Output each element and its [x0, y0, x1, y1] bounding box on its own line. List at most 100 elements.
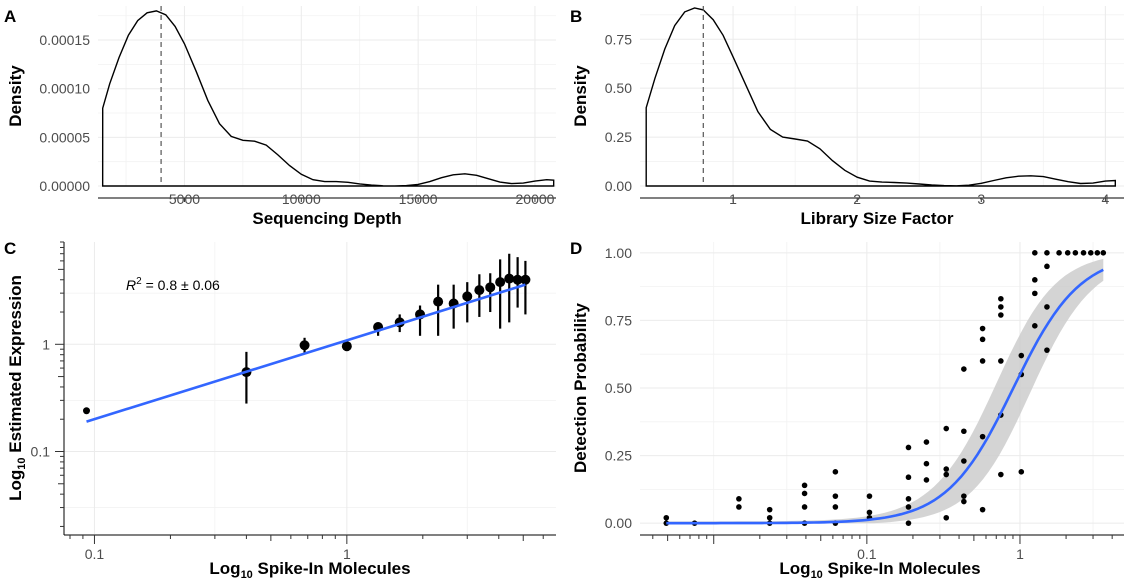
y-tick-label: 0.50 — [605, 380, 632, 396]
data-point — [998, 312, 1004, 318]
data-point — [943, 471, 950, 478]
y-axis-title-b: Density — [571, 65, 590, 127]
y-tick-label: 0.1 — [31, 444, 51, 460]
panel-b: B 1 2 3 4 0.00 0.25 0.50 0.75 Library Size Fact… — [570, 6, 1124, 228]
data-point — [866, 493, 873, 499]
y-tick-label: 0.25 — [605, 448, 632, 464]
data-point — [1044, 263, 1050, 270]
data-point — [766, 506, 773, 513]
data-point — [943, 425, 950, 432]
data-point — [1032, 250, 1038, 256]
data-point — [905, 474, 912, 481]
data-point — [905, 496, 912, 502]
data-point — [83, 407, 91, 415]
y-axis-title-c: Log10 Estimated Expression — [6, 275, 28, 501]
density-curve — [645, 7, 1117, 187]
data-point — [961, 498, 967, 505]
x-tick-label: 0.1 — [857, 546, 877, 562]
x-tick-label: 2 — [853, 191, 861, 207]
panel-label-c: C — [4, 239, 16, 258]
x-tick-label: 4 — [1101, 191, 1109, 207]
y-tick-label: 1.00 — [605, 245, 632, 261]
data-point — [663, 514, 670, 521]
data-point — [801, 482, 808, 489]
x-axis-title-d: Log10 Spike-In Molecules — [779, 559, 980, 581]
x-axis-title-b: Library Size Factor — [800, 209, 953, 228]
data-point — [299, 340, 310, 351]
data-point — [979, 358, 986, 364]
data-point — [961, 458, 967, 464]
fit-curve — [666, 268, 1104, 525]
y-axis-title-d: Detection Probability — [571, 302, 590, 473]
data-point — [1072, 250, 1079, 256]
data-point — [1044, 347, 1050, 353]
data-point — [485, 282, 496, 293]
data-point — [905, 444, 912, 451]
data-point — [1087, 250, 1094, 256]
data-point — [1094, 250, 1101, 256]
y-tick-label: 1 — [42, 336, 50, 352]
y-tick-label: 0.75 — [605, 312, 632, 328]
y-axis-title-a: Density — [6, 65, 25, 127]
y-tick-label: 0.25 — [605, 129, 632, 145]
data-point — [433, 296, 444, 307]
y-tick-label: 0.00 — [605, 178, 632, 194]
data-point — [923, 439, 930, 445]
y-tick-label: 0.00005 — [39, 129, 90, 145]
panel-d: D 0.1 1 0.00 0.25 0.50 0.75 1.00 Log10 Spike-I… — [570, 239, 1124, 581]
data-point — [923, 460, 930, 467]
data-point — [998, 295, 1004, 302]
data-point — [801, 490, 808, 497]
data-point — [998, 471, 1004, 478]
data-point — [462, 291, 473, 302]
x-tick-label: 15000 — [399, 191, 438, 207]
panel-a: A 5000 10000 15000 20000 0.00000 0.00005 0.000… — [4, 6, 556, 228]
data-point — [1100, 250, 1107, 256]
data-point — [961, 493, 967, 499]
data-point — [1018, 469, 1025, 475]
data-point — [512, 274, 523, 285]
density-curve — [101, 10, 555, 187]
data-point — [1064, 250, 1071, 256]
data-point — [504, 273, 515, 284]
data-point — [341, 341, 352, 352]
data-point — [832, 493, 839, 499]
y-tick-label: 0.00 — [605, 515, 632, 531]
data-point — [943, 466, 950, 472]
x-tick-label: 3 — [977, 191, 985, 207]
data-point — [943, 514, 950, 521]
data-point — [979, 506, 986, 513]
data-point — [979, 325, 986, 332]
data-point — [961, 428, 967, 435]
data-point — [1032, 323, 1038, 329]
fit-line — [86, 283, 526, 423]
data-point — [998, 304, 1004, 310]
y-tick-label: 0.50 — [605, 80, 632, 96]
data-point — [979, 433, 986, 440]
data-point — [866, 509, 873, 516]
x-tick-label: 1 — [1016, 546, 1024, 562]
y-tick-label: 0.00015 — [39, 32, 90, 48]
data-point — [998, 358, 1004, 364]
data-point — [905, 504, 912, 510]
panel-label-d: D — [570, 239, 582, 258]
data-point — [923, 477, 930, 483]
data-point — [1056, 250, 1062, 256]
data-point — [1032, 290, 1038, 297]
data-point — [832, 469, 839, 475]
panel-label-b: B — [570, 7, 582, 26]
x-tick-label: 5000 — [169, 191, 200, 207]
x-axis-title-a: Sequencing Depth — [252, 209, 401, 228]
data-point — [832, 504, 839, 510]
x-tick-label: 1 — [729, 191, 737, 207]
data-point — [961, 366, 967, 372]
x-tick-label: 20000 — [516, 191, 555, 207]
data-point — [520, 274, 531, 285]
data-point — [905, 520, 912, 526]
y-tick-label: 0.00010 — [39, 81, 90, 97]
data-point — [663, 520, 670, 526]
r-squared-annotation: R2 = 0.8 ± 0.06 — [126, 276, 220, 293]
x-axis-title-c: Log10 Spike-In Molecules — [209, 559, 410, 581]
data-point — [1032, 277, 1038, 283]
